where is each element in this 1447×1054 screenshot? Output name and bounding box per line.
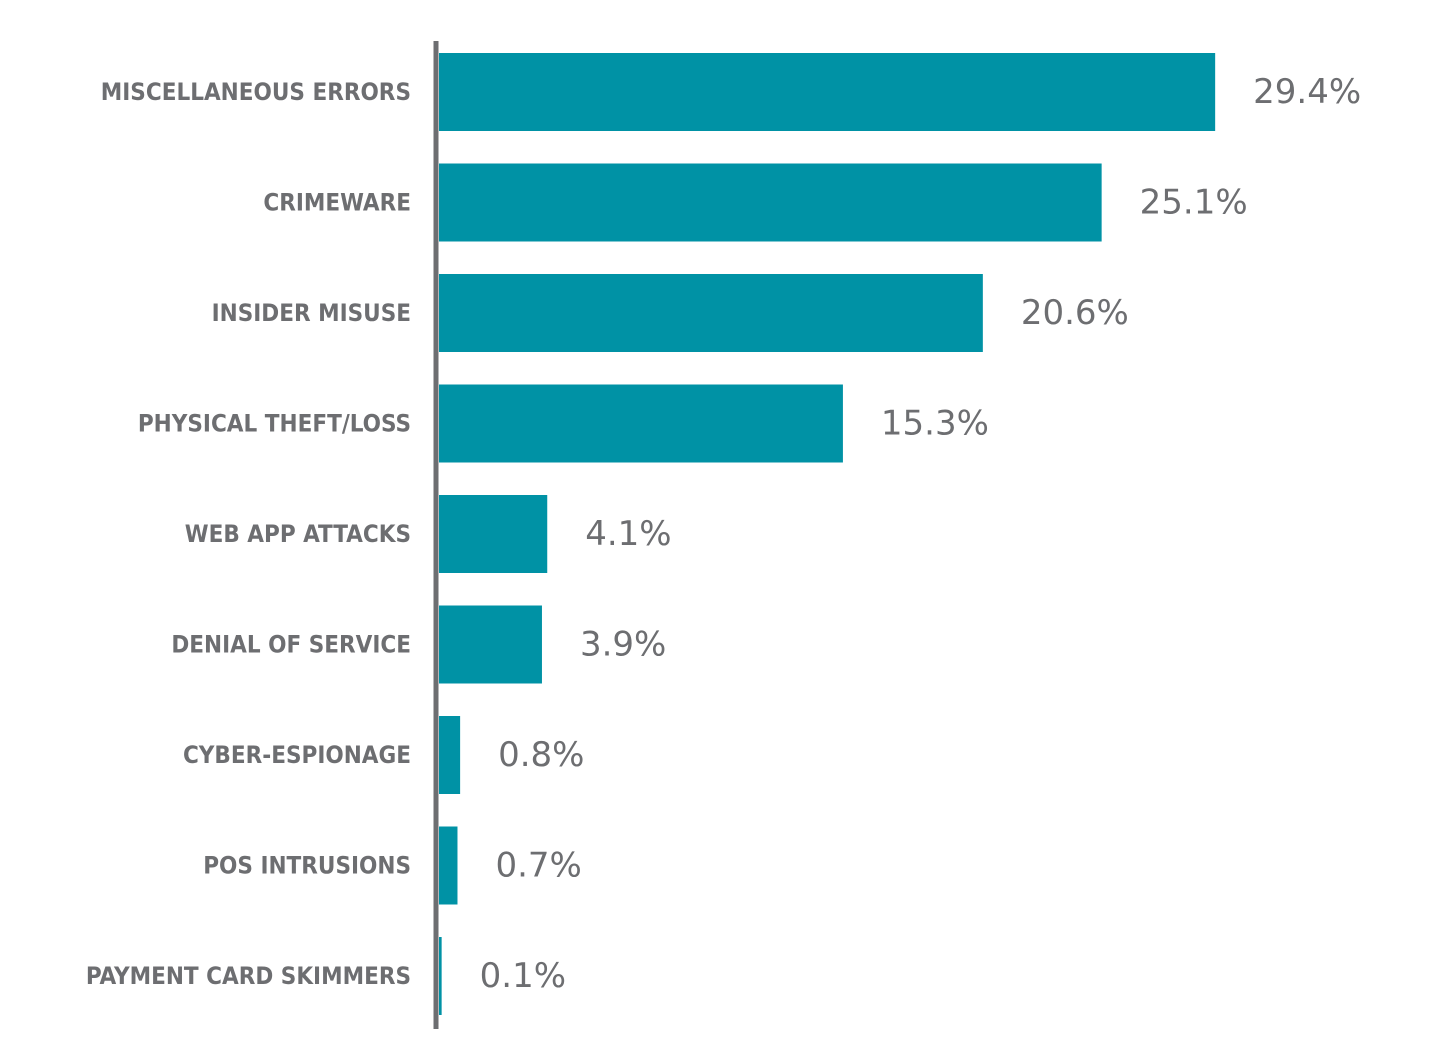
value-label: 15.3%	[881, 404, 989, 444]
category-label: PAYMENT CARD SKIMMERS	[86, 962, 411, 990]
category-label: CYBER-ESPIONAGE	[183, 741, 411, 769]
category-label: WEB APP ATTACKS	[185, 520, 411, 548]
bar	[439, 163, 1102, 242]
value-label: 0.1%	[480, 956, 566, 996]
bar	[439, 716, 461, 794]
category-label: POS INTRUSIONS	[203, 852, 411, 880]
bars-group	[439, 53, 1216, 1015]
category-label: PHYSICAL THEFT/LOSS	[138, 410, 411, 438]
value-label: 20.6%	[1021, 293, 1129, 333]
category-label: MISCELLANEOUS ERRORS	[101, 78, 411, 106]
value-labels-group: 29.4% 25.1% 20.6% 15.3% 4.1% 3.9% 0.8% 0.7% 0.1%	[480, 72, 1362, 996]
category-label: INSIDER MISUSE	[212, 299, 411, 327]
bar	[439, 605, 542, 684]
category-label: CRIMEWARE	[263, 189, 411, 217]
category-label: DENIAL OF SERVICE	[171, 631, 411, 659]
bar	[439, 937, 442, 1015]
bar	[439, 384, 843, 463]
bar	[439, 826, 458, 905]
value-label: 4.1%	[585, 514, 671, 554]
value-label: 3.9%	[580, 625, 666, 665]
value-label: 0.8%	[498, 735, 584, 775]
value-label: 25.1%	[1140, 183, 1248, 223]
bar	[439, 274, 983, 352]
category-labels-group: MISCELLANEOUS ERRORS CRIMEWARE INSIDER MIS…	[86, 78, 411, 990]
bar	[439, 53, 1216, 131]
value-label: 0.7%	[495, 846, 581, 886]
bar	[439, 495, 548, 573]
value-label: 29.4%	[1253, 72, 1361, 112]
